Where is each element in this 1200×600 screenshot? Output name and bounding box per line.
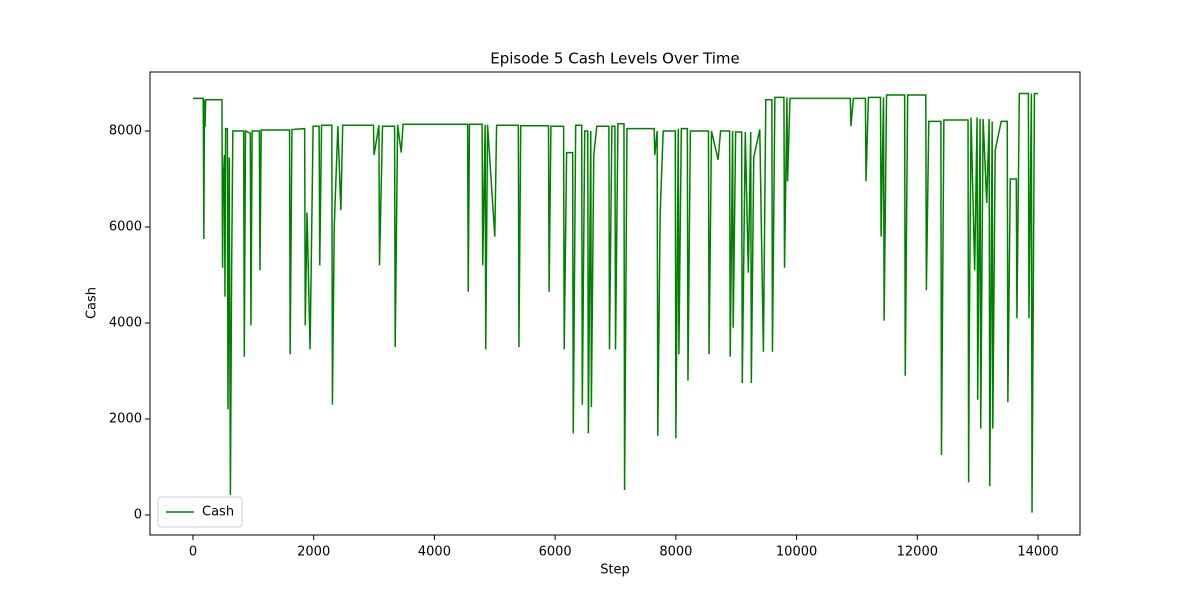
legend-label: Cash	[202, 505, 234, 520]
y-axis-label: Cash	[85, 287, 100, 319]
x-axis-label: Step	[600, 563, 630, 578]
y-tick-label: 4000	[109, 315, 142, 330]
x-tick-label: 0	[189, 545, 197, 560]
y-tick-label: 2000	[109, 411, 142, 426]
x-tick-label: 4000	[418, 545, 451, 560]
x-tick-label: 12000	[897, 545, 938, 560]
chart-title: Episode 5 Cash Levels Over Time	[490, 50, 739, 68]
legend-box	[157, 496, 243, 528]
x-tick-label: 8000	[659, 545, 692, 560]
y-tick-label: 6000	[109, 219, 142, 234]
axes-frame	[149, 71, 1081, 536]
x-tick-label: 10000	[776, 545, 817, 560]
y-tick-label: 0	[134, 507, 142, 522]
y-tick-label: 8000	[109, 123, 142, 138]
data-line	[192, 92, 1039, 513]
x-tick-label: 2000	[297, 545, 330, 560]
x-tick-label: 14000	[1017, 545, 1058, 560]
x-tick-label: 6000	[539, 545, 572, 560]
